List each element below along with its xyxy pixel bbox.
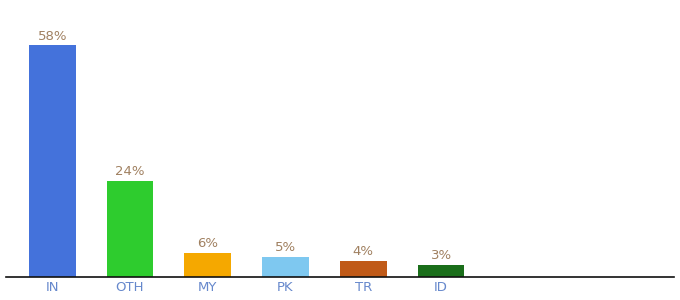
Bar: [340, 261, 387, 277]
Bar: [107, 181, 153, 277]
Text: 24%: 24%: [115, 165, 145, 178]
Bar: [184, 253, 231, 277]
Text: 3%: 3%: [430, 249, 452, 262]
Text: 58%: 58%: [37, 30, 67, 43]
Bar: [29, 45, 75, 277]
Text: 4%: 4%: [353, 245, 374, 258]
Text: 5%: 5%: [275, 241, 296, 254]
Bar: [418, 265, 464, 277]
Bar: [262, 257, 309, 277]
Text: 6%: 6%: [197, 237, 218, 250]
